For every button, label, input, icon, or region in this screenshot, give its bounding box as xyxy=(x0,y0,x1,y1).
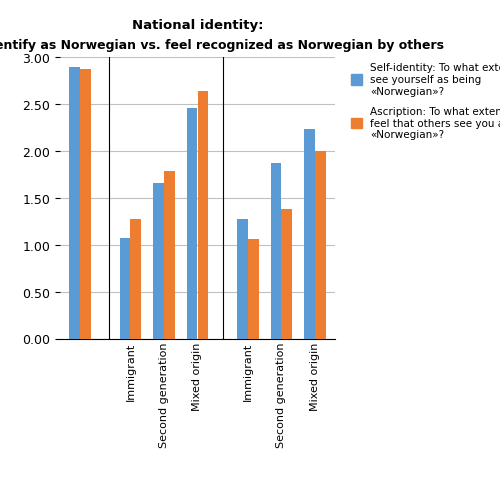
Bar xyxy=(120,239,130,339)
Text: National identity:: National identity: xyxy=(132,19,263,32)
Bar xyxy=(270,164,281,339)
Bar xyxy=(187,108,198,339)
Bar xyxy=(248,240,258,339)
Bar xyxy=(198,92,208,339)
Bar xyxy=(130,220,141,339)
Text: Self-identify as Norwegian vs. feel recognized as Norwegian by others: Self-identify as Norwegian vs. feel reco… xyxy=(0,39,444,52)
Legend: Self-identity: To what extent do you
see yourself as being
«Norwegian»?, Ascript: Self-identity: To what extent do you see… xyxy=(351,63,500,140)
Bar xyxy=(237,220,248,339)
Bar xyxy=(164,171,174,339)
Bar xyxy=(80,70,91,339)
Bar xyxy=(153,183,164,339)
Bar xyxy=(315,151,326,339)
Bar xyxy=(304,130,315,339)
Bar xyxy=(282,210,292,339)
Bar xyxy=(70,67,80,339)
